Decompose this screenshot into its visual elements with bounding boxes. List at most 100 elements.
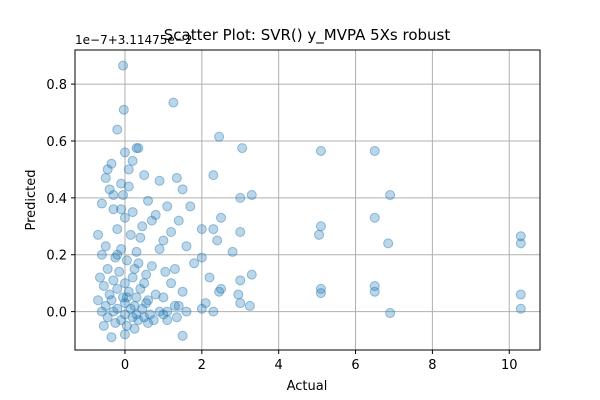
data-point xyxy=(235,192,246,203)
data-point xyxy=(173,300,184,311)
data-point xyxy=(116,315,127,326)
data-point xyxy=(383,238,394,249)
data-point xyxy=(168,97,179,108)
data-point xyxy=(104,184,115,195)
data-point xyxy=(121,292,132,303)
data-point xyxy=(515,303,526,314)
data-point xyxy=(121,255,132,266)
data-point xyxy=(244,300,255,311)
data-point xyxy=(131,292,142,303)
y-tick-label: 0.6 xyxy=(46,135,67,150)
data-point xyxy=(127,312,138,323)
data-point xyxy=(208,306,219,317)
data-point xyxy=(189,258,200,269)
data-point xyxy=(196,303,207,314)
data-point xyxy=(98,320,109,331)
data-point xyxy=(116,244,127,255)
data-point xyxy=(181,306,192,317)
data-point xyxy=(112,224,123,235)
data-point xyxy=(119,309,130,320)
data-point xyxy=(196,252,207,263)
data-point xyxy=(216,283,227,294)
data-point xyxy=(112,283,123,294)
data-point xyxy=(139,312,150,323)
data-point xyxy=(123,286,134,297)
data-point xyxy=(129,263,140,274)
data-point xyxy=(160,266,171,277)
data-point xyxy=(119,147,130,158)
data-point xyxy=(385,308,396,319)
data-point xyxy=(385,190,396,201)
data-point xyxy=(369,212,380,223)
data-point xyxy=(127,155,138,166)
y-tick-label: 0.2 xyxy=(46,249,67,264)
data-point xyxy=(96,306,107,317)
data-point xyxy=(131,143,142,154)
data-point xyxy=(369,145,380,156)
data-point xyxy=(118,104,129,115)
y-axis-label: Predicted xyxy=(24,169,39,230)
data-point xyxy=(118,60,129,71)
data-point xyxy=(171,312,182,323)
data-points xyxy=(93,60,526,343)
data-point xyxy=(143,195,154,206)
data-point xyxy=(235,226,246,237)
data-point xyxy=(106,158,117,169)
data-point xyxy=(131,309,142,320)
data-point xyxy=(93,295,104,306)
data-point xyxy=(515,238,526,249)
y-tick-label: 0.0 xyxy=(46,306,67,321)
data-point xyxy=(146,215,157,226)
data-point xyxy=(112,124,123,135)
data-point xyxy=(119,329,130,340)
data-point xyxy=(196,224,207,235)
data-point xyxy=(143,317,154,328)
data-point xyxy=(131,246,142,257)
grid xyxy=(75,50,540,350)
data-point xyxy=(169,300,180,311)
data-point xyxy=(177,286,188,297)
data-point xyxy=(208,170,219,181)
data-point xyxy=(214,131,225,142)
data-point xyxy=(119,212,130,223)
data-point xyxy=(237,143,248,154)
data-point xyxy=(141,269,152,280)
data-point xyxy=(135,283,146,294)
data-point xyxy=(177,184,188,195)
data-point xyxy=(108,306,119,317)
data-point xyxy=(139,278,150,289)
x-tick-label: 6 xyxy=(351,358,359,373)
data-point xyxy=(177,330,188,341)
data-point xyxy=(143,295,154,306)
data-point xyxy=(135,232,146,243)
data-point xyxy=(166,226,177,237)
data-point xyxy=(216,212,227,223)
data-point xyxy=(127,207,138,218)
data-point xyxy=(181,241,192,252)
data-point xyxy=(123,164,134,175)
data-point xyxy=(110,317,121,328)
data-point xyxy=(96,198,107,209)
data-point xyxy=(118,292,129,303)
x-axis-label: Actual xyxy=(287,379,328,394)
data-point xyxy=(93,229,104,240)
data-point xyxy=(133,143,144,154)
data-point xyxy=(246,190,257,201)
data-point xyxy=(118,190,129,201)
data-point xyxy=(98,281,109,292)
data-point xyxy=(235,298,246,309)
data-point xyxy=(154,244,165,255)
x-tick-label: 4 xyxy=(275,358,283,373)
data-point xyxy=(114,266,125,277)
data-point xyxy=(173,215,184,226)
data-point xyxy=(214,286,225,297)
data-point xyxy=(166,278,177,289)
data-point xyxy=(125,229,136,240)
data-point xyxy=(133,258,144,269)
data-point xyxy=(108,190,119,201)
y-tick-label: 0.4 xyxy=(46,192,67,207)
data-point xyxy=(233,289,244,300)
data-point xyxy=(154,306,165,317)
